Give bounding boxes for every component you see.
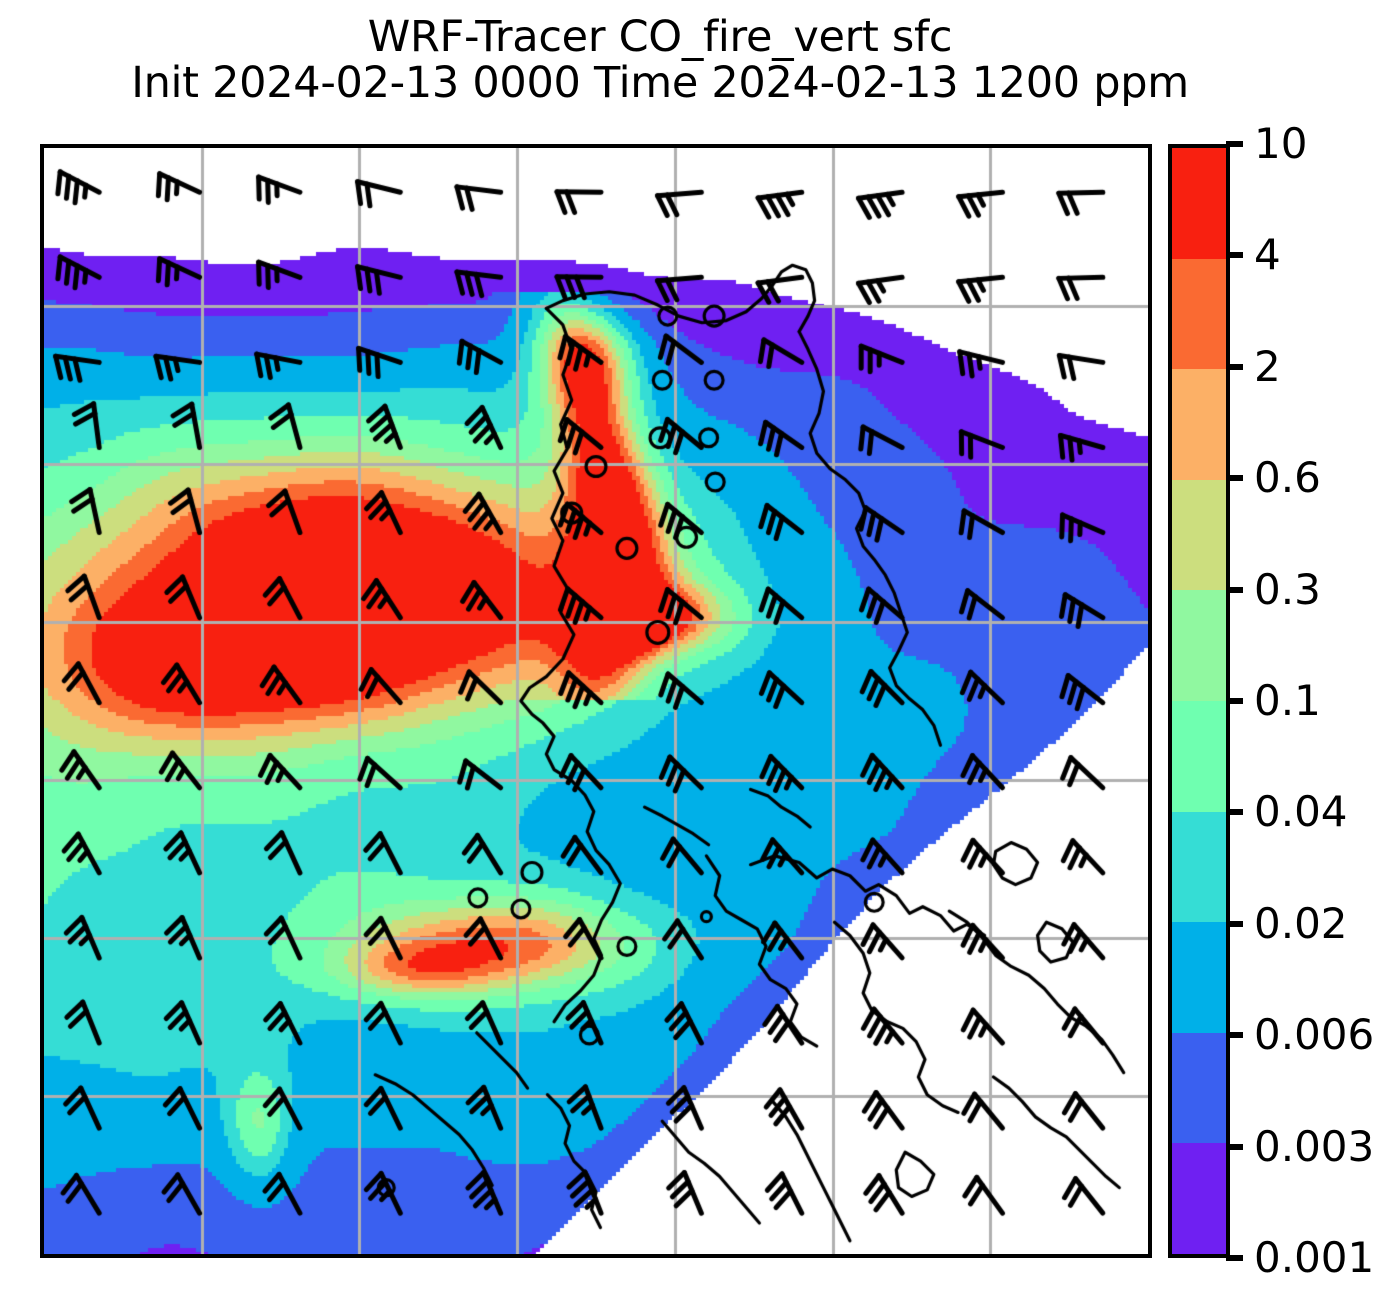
colorbar-segment-4-10 — [1172, 148, 1226, 259]
colorbar-segment-0.003-0.006 — [1172, 1032, 1226, 1144]
colorbar-tick-label: 2 — [1254, 341, 1281, 391]
colorbar-tick-label: 4 — [1254, 230, 1281, 280]
colorbar-tick-label: 0.02 — [1254, 898, 1348, 948]
colorbar-tick-label: 0.6 — [1254, 453, 1321, 503]
colorbar-tick-label: 10 — [1254, 119, 1308, 168]
colorbar-tick-label: 0.04 — [1254, 787, 1348, 837]
colorbar-tick-label: 0.003 — [1254, 1121, 1375, 1171]
colorbar-segment-0.1-0.3 — [1172, 590, 1226, 702]
colorbar-segment-0.3-0.6 — [1172, 479, 1226, 591]
colorbar-segment-0.6-2 — [1172, 369, 1226, 480]
figure-title: WRF-Tracer CO_fire_vert sfc Init 2024-02… — [0, 14, 1320, 107]
colorbar-segment-0.02-0.04 — [1172, 811, 1226, 923]
colorbar-segment-2-4 — [1172, 258, 1226, 370]
colorbar-tick-label: 0.001 — [1254, 1233, 1375, 1282]
title-line-1: WRF-Tracer CO_fire_vert sfc — [367, 12, 953, 62]
colorbar[interactable] — [1168, 144, 1230, 1258]
colorbar-segment-0.006-0.02 — [1172, 922, 1226, 1033]
colorbar-tick-label: 0.006 — [1254, 1010, 1375, 1060]
contour-map-canvas — [44, 148, 1148, 1254]
colorbar-tick-label: 0.1 — [1254, 676, 1321, 725]
colorbar-segment-0.04-0.1 — [1172, 701, 1226, 812]
title-line-2: Init 2024-02-13 0000 Time 2024-02-13 120… — [131, 58, 1189, 109]
map-plot-area[interactable] — [40, 144, 1152, 1258]
colorbar-segment-0.001-0.003 — [1172, 1143, 1226, 1254]
colorbar-tick-label: 0.3 — [1254, 564, 1321, 614]
